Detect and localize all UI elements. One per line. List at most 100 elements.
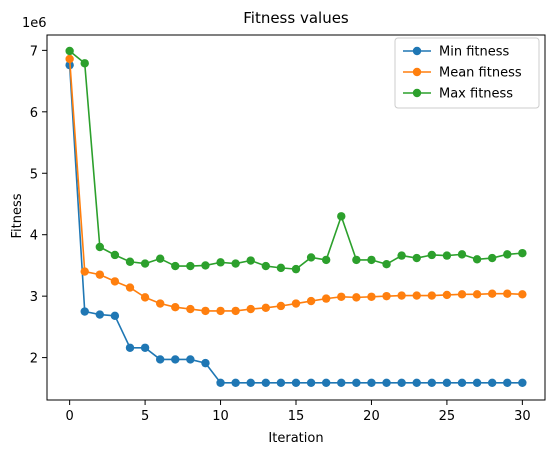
data-point — [367, 255, 376, 265]
data-point — [397, 251, 406, 260]
data-point — [503, 289, 512, 298]
data-point — [110, 250, 120, 260]
data-point — [352, 255, 361, 265]
data-point — [367, 378, 376, 387]
y-tick-label: 4 — [30, 229, 38, 244]
data-point — [472, 290, 482, 299]
data-point — [276, 378, 286, 387]
data-point — [186, 261, 195, 271]
data-point — [125, 257, 135, 266]
data-point — [95, 310, 105, 319]
data-point — [321, 294, 331, 303]
data-point — [246, 304, 255, 314]
data-point — [186, 304, 195, 314]
data-point — [140, 343, 150, 352]
data-point — [140, 293, 150, 302]
data-point — [95, 242, 105, 252]
data-point — [246, 256, 255, 265]
data-point — [427, 250, 437, 260]
data-point — [337, 212, 346, 221]
y-axis-title: Fitness — [10, 193, 25, 238]
data-point — [442, 290, 452, 300]
data-point — [503, 378, 512, 387]
chart-title: Fitness values — [243, 9, 349, 27]
x-tick-label: 0 — [65, 409, 73, 424]
y-tick-label: 6 — [30, 106, 38, 121]
data-point — [261, 303, 271, 313]
y-tick-label: 2 — [30, 352, 38, 367]
series-min-fitness — [65, 60, 527, 387]
data-point — [518, 378, 527, 387]
data-point — [125, 343, 135, 352]
y-tick-label: 7 — [30, 44, 38, 59]
plot-frame — [46, 34, 546, 401]
data-point — [321, 255, 331, 265]
x-axis-title: Iteration — [268, 431, 323, 446]
x-tick-label: 5 — [141, 409, 149, 424]
x-tick-label: 30 — [514, 409, 531, 424]
data-point — [65, 46, 74, 56]
data-point — [201, 358, 210, 368]
data-point — [503, 250, 512, 259]
legend-box — [394, 37, 540, 109]
data-point — [337, 292, 346, 301]
data-point — [186, 355, 195, 364]
data-point — [352, 293, 361, 302]
data-point — [125, 283, 135, 292]
data-point — [442, 251, 452, 260]
data-point — [80, 267, 89, 276]
data-point — [261, 261, 271, 271]
legend-marker — [412, 88, 422, 98]
data-point — [276, 301, 286, 311]
data-point — [382, 291, 391, 301]
data-point — [231, 306, 240, 316]
data-point — [110, 311, 120, 321]
data-point — [306, 378, 316, 387]
data-point — [472, 255, 482, 264]
data-point — [518, 290, 527, 299]
data-point — [291, 264, 301, 274]
data-point — [246, 378, 255, 387]
data-point — [427, 378, 437, 387]
data-point — [487, 378, 497, 387]
legend-label: Min fitness — [439, 45, 509, 60]
data-point — [442, 378, 452, 387]
data-point — [337, 378, 346, 387]
data-point — [487, 253, 497, 263]
data-point — [352, 378, 361, 387]
data-point — [457, 290, 467, 299]
data-point — [412, 253, 421, 263]
data-point — [291, 378, 301, 387]
data-point — [397, 378, 406, 387]
data-point — [171, 303, 180, 312]
data-point — [427, 291, 437, 300]
series-mean-fitness — [65, 54, 527, 316]
data-point — [367, 292, 376, 301]
data-point — [412, 378, 421, 387]
data-point — [110, 277, 120, 286]
x-tick-label: 15 — [288, 409, 305, 424]
legend-marker — [412, 67, 422, 77]
plot-area: 0 5 10 15 20 25 30 2 3 4 5 6 7 — [30, 34, 546, 424]
x-tick-label: 20 — [363, 409, 380, 424]
x-tick-label: 10 — [212, 409, 229, 424]
data-point — [216, 306, 225, 316]
data-point — [291, 299, 301, 308]
data-point — [472, 378, 482, 387]
data-point — [231, 259, 240, 268]
data-point — [231, 378, 240, 387]
y-tick-label: 5 — [30, 167, 38, 182]
data-point — [397, 291, 406, 300]
data-point — [65, 54, 74, 64]
data-point — [518, 248, 527, 258]
data-point — [155, 254, 165, 263]
data-point — [457, 250, 467, 259]
data-point — [306, 296, 316, 306]
data-point — [140, 259, 150, 268]
data-point — [201, 261, 210, 270]
data-point — [155, 299, 165, 308]
legend-label: Max fitness — [439, 87, 513, 102]
data-point — [95, 270, 105, 279]
legend-label: Mean fitness — [439, 66, 522, 81]
